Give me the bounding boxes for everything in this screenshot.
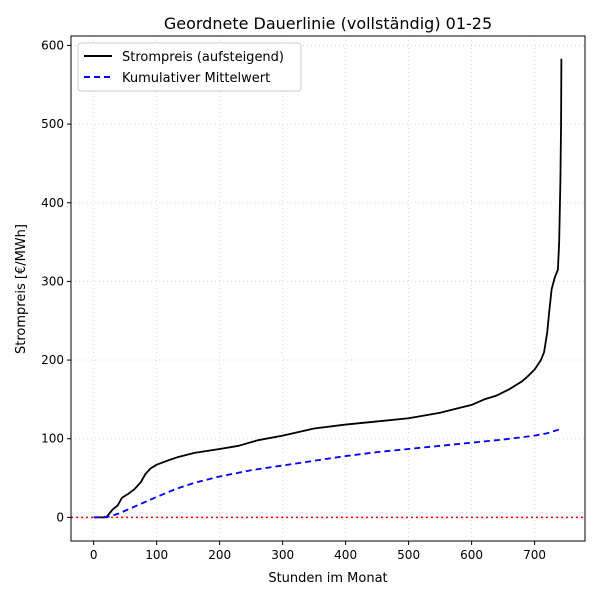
x-tick-label: 100 (145, 548, 168, 562)
y-tick-label: 500 (41, 117, 64, 131)
series-line-kumulativer-mittelwert (93, 427, 563, 519)
y-tick-label: 0 (56, 510, 64, 524)
y-tick-label: 200 (41, 353, 64, 367)
y-tick-label: 600 (41, 38, 64, 52)
x-tick-label: 300 (271, 548, 294, 562)
y-axis: 0 100 200 300 400 500 600 (41, 38, 71, 524)
legend-box (77, 42, 302, 92)
x-tick-label: 0 (90, 548, 98, 562)
grid (71, 36, 585, 541)
legend: Strompreis (aufsteigend) Kumulativer Mit… (77, 42, 302, 92)
series-layer (93, 58, 563, 519)
x-tick-label: 700 (523, 548, 546, 562)
series-line-strompreis (93, 58, 563, 519)
y-axis-label: Strompreis [€/MWh] (14, 224, 29, 354)
legend-label-strompreis: Strompreis (aufsteigend) (122, 50, 284, 65)
chart-title: Geordnete Dauerlinie (vollständig) 01-25 (164, 14, 492, 33)
plot-frame (71, 36, 585, 541)
x-tick-label: 600 (460, 548, 483, 562)
x-tick-label: 500 (397, 548, 420, 562)
plot-border (70, 35, 586, 542)
x-axis-label: Stunden im Monat (268, 571, 387, 586)
plot-area (70, 35, 586, 542)
x-tick-label: 200 (208, 548, 231, 562)
y-tick-label: 400 (41, 196, 64, 210)
x-axis: 0 100 200 300 400 500 600 700 (90, 541, 546, 562)
legend-label-mittelwert: Kumulativer Mittelwert (122, 71, 270, 86)
x-tick-label: 400 (334, 548, 357, 562)
y-tick-label: 100 (41, 432, 64, 446)
y-tick-label: 300 (41, 274, 64, 288)
